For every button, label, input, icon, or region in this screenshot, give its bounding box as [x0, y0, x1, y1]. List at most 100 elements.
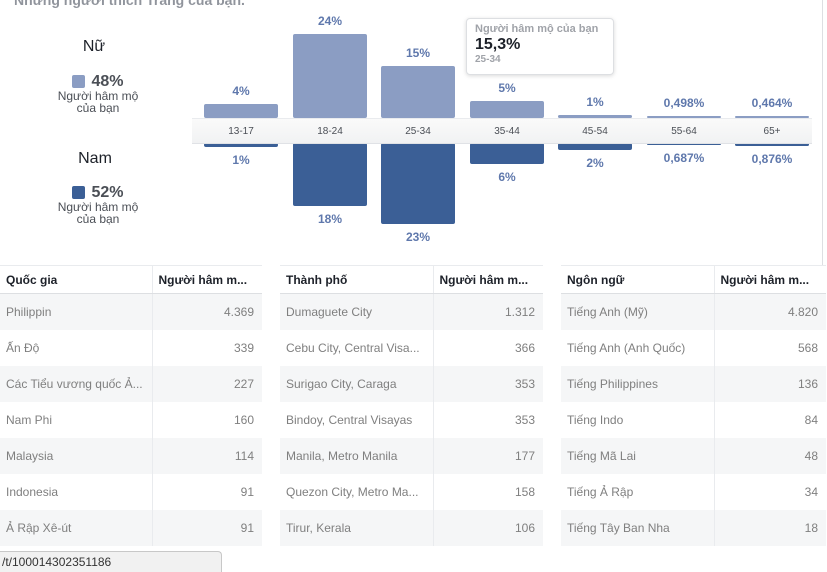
female-sub: Người hâm mộ của bạn [57, 89, 139, 115]
fan-count: 353 [432, 365, 543, 402]
table-row[interactable]: Ả Rập Xê-út 91 [0, 509, 262, 546]
table-row[interactable]: Philippin 4.369 [0, 293, 262, 330]
male-bar[interactable] [470, 143, 544, 164]
male-bar[interactable] [558, 143, 632, 150]
male-data-label: 18% [317, 212, 343, 226]
female-bar[interactable] [293, 34, 367, 118]
age-tick-label: 55-64 [671, 126, 697, 137]
female-swatch [72, 75, 86, 88]
fan-count: 339 [151, 329, 262, 366]
table-header: Thành phố Người hâm m... [280, 265, 543, 294]
table-header: Ngôn ngữ Người hâm m... [561, 265, 826, 294]
fan-count: 1.312 [432, 293, 543, 330]
table-row[interactable]: Tiếng Mã Lai 48 [561, 437, 826, 474]
female-legend: 48% Người hâm mộ của bạn [48, 72, 148, 115]
age-tick-label: 35-44 [494, 126, 520, 137]
female-bar[interactable] [470, 100, 544, 118]
fan-count: 227 [151, 365, 262, 402]
female-data-label: 5% [498, 80, 516, 95]
status-bar-url: /t/100014302351186 [0, 551, 222, 572]
fan-count: 568 [713, 329, 826, 366]
country-name: Ả Rập Xê-út [0, 509, 152, 546]
male-swatch [72, 186, 86, 199]
city-name: Cebu City, Central Visa... [286, 340, 420, 355]
male-data-label: 23% [405, 229, 431, 244]
table-row[interactable]: Ấn Độ 339 [0, 329, 262, 366]
table-row[interactable]: Malaysia 114 [0, 437, 262, 474]
female-data-label: 4% [232, 84, 250, 98]
female-bar[interactable] [204, 104, 278, 118]
table-row[interactable]: Tiếng Anh (Anh Quốc) 568 [561, 329, 826, 366]
female-bar[interactable] [647, 116, 721, 118]
female-data-label: 0,464% [751, 96, 793, 110]
table-row[interactable]: Tiếng Philippines 136 [561, 365, 826, 402]
table-row[interactable]: Surigao City, Caraga 353 [280, 365, 543, 402]
female-bar[interactable] [735, 116, 809, 118]
fan-count: 106 [432, 509, 543, 546]
age-axis [192, 118, 812, 144]
table-row[interactable]: Tiếng Ả Rập 34 [561, 473, 826, 510]
table-header: Quốc gia Người hâm m... [0, 265, 262, 294]
city-name: Manila, Metro Manila [280, 437, 433, 474]
divider [822, 0, 823, 265]
country-name: Nam Phi [6, 412, 53, 427]
language-name: Tiếng Anh (Mỹ) [561, 293, 714, 330]
language-name: Tiếng Indo [567, 412, 624, 427]
tooltip-value: 15,3% [475, 36, 521, 53]
city-name: Tirur, Kerala [280, 509, 433, 546]
age-tick-label: 45-54 [582, 126, 608, 137]
male-bar[interactable] [735, 143, 809, 147]
female-bar[interactable] [381, 65, 455, 118]
male-bar[interactable] [647, 143, 721, 146]
country-table: Quốc gia Người hâm m... Philippin 4.369 Ấn Đ… [0, 265, 262, 546]
male-label: Nam [78, 150, 112, 167]
male-bar[interactable] [381, 143, 455, 224]
fan-count: 353 [432, 401, 543, 438]
column-header[interactable]: Người hâm m... [151, 265, 262, 294]
male-data-label: 6% [498, 170, 516, 184]
female-label: Nữ [82, 38, 106, 55]
male-bar[interactable] [204, 143, 278, 147]
language-name: Tiếng Anh (Anh Quốc) [567, 340, 686, 355]
age-tick-label: 18-24 [317, 126, 343, 137]
table-row[interactable]: Tiếng Indo 84 [561, 401, 826, 438]
table-row[interactable]: Quezon City, Metro Ma... 158 [280, 473, 543, 510]
fan-count: 158 [432, 473, 543, 510]
column-header[interactable]: Ngôn ngữ [561, 265, 714, 294]
male-bar[interactable] [293, 143, 367, 206]
tooltip-range: 25-34 [475, 54, 501, 65]
table-row[interactable]: Cebu City, Central Visa... 366 [280, 329, 543, 366]
country-name: Philippin [0, 293, 152, 330]
language-name: Tiếng Tây Ban Nha [561, 509, 714, 546]
tooltip: Người hâm mộ của bạn 15,3% 25-34 [466, 18, 614, 75]
table-row[interactable]: Các Tiểu vương quốc Ả... 227 [0, 365, 262, 402]
country-name: Indonesia [6, 484, 59, 499]
age-tick-label: 65+ [763, 126, 781, 137]
female-data-label: 24% [317, 14, 343, 28]
fan-count: 18 [713, 509, 826, 546]
table-row[interactable]: Nam Phi 160 [0, 401, 262, 438]
fan-count: 34 [713, 473, 826, 510]
column-header[interactable]: Quốc gia [0, 265, 152, 294]
table-row[interactable]: Indonesia 91 [0, 473, 262, 510]
table-row[interactable]: Manila, Metro Manila 177 [280, 437, 543, 474]
country-name: Các Tiểu vương quốc Ả... [0, 365, 152, 402]
table-row[interactable]: Bindoy, Central Visayas 353 [280, 401, 543, 438]
table-row[interactable]: Tirur, Kerala 106 [280, 509, 543, 546]
country-name: Malaysia [0, 437, 152, 474]
column-header[interactable]: Người hâm m... [713, 265, 826, 294]
female-bar[interactable] [558, 114, 632, 118]
language-table: Ngôn ngữ Người hâm m... Tiếng Anh (Mỹ) 4.82… [561, 265, 826, 546]
language-name: Tiếng Mã Lai [561, 437, 714, 474]
table-row[interactable]: Tiếng Tây Ban Nha 18 [561, 509, 826, 546]
table-row[interactable]: Dumaguete City 1.312 [280, 293, 543, 330]
age-tick-label: 13-17 [228, 126, 254, 137]
column-header[interactable]: Thành phố [280, 265, 433, 294]
female-data-label: 15% [405, 45, 431, 60]
city-name: Dumaguete City [280, 293, 433, 330]
female-pct: 48% [91, 72, 124, 90]
male-data-label: 2% [586, 156, 604, 170]
fan-count: 136 [713, 365, 826, 402]
table-row[interactable]: Tiếng Anh (Mỹ) 4.820 [561, 293, 826, 330]
column-header[interactable]: Người hâm m... [432, 265, 543, 294]
